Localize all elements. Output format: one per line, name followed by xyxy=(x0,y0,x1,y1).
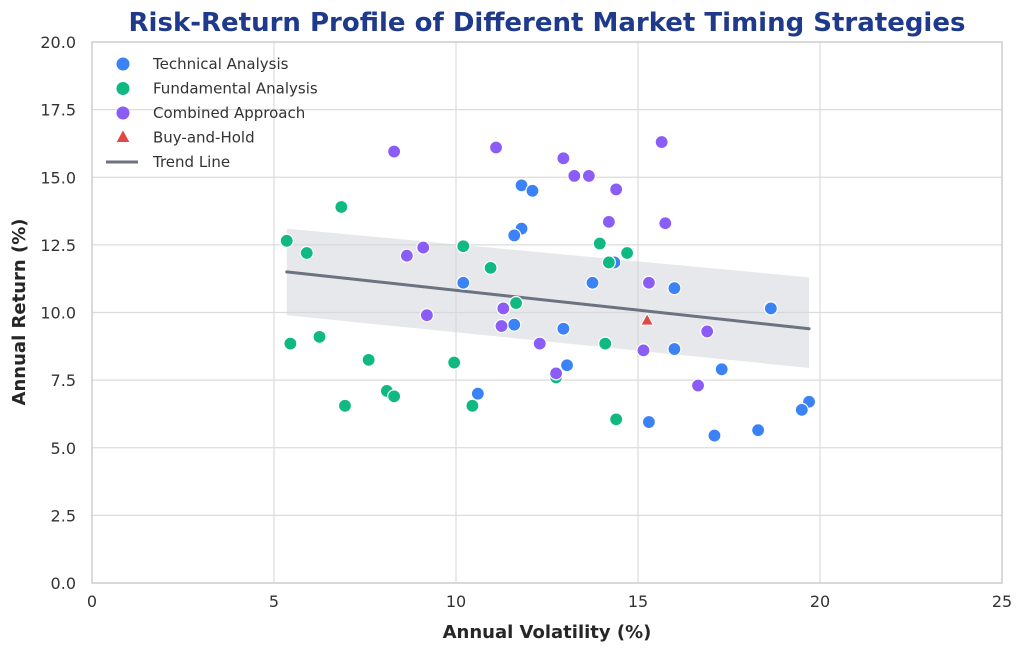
legend-marker-fundamental-analysis xyxy=(116,82,130,95)
combined-approach-point xyxy=(654,134,669,150)
technical-analysis-point xyxy=(456,275,471,290)
fundamental-analysis-point xyxy=(334,199,349,215)
trend-line xyxy=(285,270,811,331)
fundamental-analysis-point xyxy=(337,398,353,413)
chart-title: Risk-Return Profile of Different Market … xyxy=(129,8,966,38)
y-tick-label: 12.5 xyxy=(40,236,76,255)
fundamental-analysis-point xyxy=(619,245,635,261)
technical-analysis-point xyxy=(585,275,600,290)
legend-label-combined-approach: Combined Approach xyxy=(153,104,305,122)
fundamental-analysis-point xyxy=(387,389,402,404)
technical-analysis-point xyxy=(559,358,575,373)
plot-frame xyxy=(91,41,1003,584)
fundamental-analysis-point xyxy=(601,255,616,270)
fundamental-analysis-point xyxy=(609,412,624,427)
x-tick-label: 20 xyxy=(810,592,830,611)
technical-analysis-point xyxy=(751,423,766,438)
data-points xyxy=(279,134,817,443)
combined-approach-point xyxy=(700,324,715,339)
y-tick-label: 17.5 xyxy=(40,101,76,120)
technical-analysis-point xyxy=(763,301,778,316)
technical-analysis-point xyxy=(707,428,722,443)
x-tick-label: 0 xyxy=(87,592,97,611)
fundamental-analysis-point xyxy=(465,398,480,413)
legend-marker-technical-analysis xyxy=(116,57,130,71)
buy-and-hold-point xyxy=(639,312,655,326)
combined-approach-point xyxy=(488,140,504,155)
x-tick-label: 10 xyxy=(446,592,466,611)
technical-analysis-point xyxy=(556,321,571,336)
combined-approach-point xyxy=(601,214,616,229)
trend-confidence-band xyxy=(286,228,810,368)
combined-approach-point xyxy=(556,151,571,166)
combined-approach-point xyxy=(532,336,547,351)
combined-approach-point xyxy=(581,168,596,183)
legend-marker-combined-approach xyxy=(116,106,130,120)
combined-approach-point xyxy=(641,275,657,290)
fundamental-analysis-point xyxy=(508,295,524,311)
legend-label-fundamental-analysis: Fundamental Analysis xyxy=(153,80,318,98)
fundamental-analysis-point xyxy=(447,355,462,370)
y-tick-label: 5.0 xyxy=(51,439,76,458)
x-axis-label: Annual Volatility (%) xyxy=(443,622,652,643)
combined-approach-point xyxy=(548,366,564,381)
x-tick-labels: 0 5 10 15 20 25 xyxy=(87,592,1012,611)
technical-analysis-point xyxy=(667,341,682,357)
technical-analysis-point xyxy=(714,362,729,377)
y-axis-label: Annual Return (%) xyxy=(9,219,30,406)
y-tick-label: 15.0 xyxy=(40,168,76,187)
legend-marker-buy-and-hold xyxy=(116,130,130,143)
y-tick-label: 20.0 xyxy=(40,33,76,52)
fundamental-analysis-point xyxy=(283,336,298,351)
y-tick-label: 2.5 xyxy=(51,506,76,525)
combined-approach-point xyxy=(690,378,706,393)
fundamental-analysis-point xyxy=(592,236,607,251)
fundamental-analysis-point xyxy=(312,329,327,344)
fundamental-analysis-point xyxy=(361,352,376,367)
fundamental-analysis-point xyxy=(456,239,471,254)
y-tick-label: 0.0 xyxy=(51,574,76,593)
fundamental-analysis-point xyxy=(598,336,613,351)
technical-analysis-point xyxy=(507,228,522,243)
combined-approach-point xyxy=(609,182,624,197)
combined-approach-point xyxy=(419,308,434,323)
technical-analysis-point xyxy=(667,281,682,296)
fundamental-analysis-point xyxy=(279,233,294,248)
technical-analysis-point xyxy=(794,402,809,417)
technical-analysis-point xyxy=(507,317,522,332)
combined-approach-point xyxy=(494,318,509,334)
x-tick-label: 15 xyxy=(628,592,648,611)
legend-label-trend-line: Trend Line xyxy=(152,153,230,171)
trend-line-group xyxy=(285,270,811,331)
y-tick-label: 10.0 xyxy=(40,304,76,323)
fundamental-analysis-point xyxy=(483,260,498,275)
combined-approach-point xyxy=(567,168,582,183)
legend-label-technical-analysis: Technical Analysis xyxy=(152,55,289,73)
combined-approach-point xyxy=(658,216,673,231)
technical-analysis-point xyxy=(641,414,657,430)
combined-approach-point xyxy=(387,144,402,159)
combined-approach-point xyxy=(636,343,651,358)
technical-analysis-point xyxy=(525,183,540,198)
fundamental-analysis-point xyxy=(299,245,314,261)
confidence-band xyxy=(286,228,810,368)
combined-approach-point xyxy=(496,301,511,316)
x-tick-label: 25 xyxy=(992,592,1012,611)
x-tick-label: 5 xyxy=(269,592,279,611)
technical-analysis-point xyxy=(470,386,485,401)
combined-approach-point xyxy=(416,240,431,255)
combined-approach-point xyxy=(399,248,414,263)
y-tick-labels: 0.0 2.5 5.0 7.5 10.0 12.5 15.0 17.5 20.0 xyxy=(40,33,76,593)
legend-label-buy-and-hold: Buy-and-Hold xyxy=(153,129,255,147)
y-tick-label: 7.5 xyxy=(51,371,76,390)
legend: Technical Analysis Fundamental Analysis Co… xyxy=(106,55,318,171)
